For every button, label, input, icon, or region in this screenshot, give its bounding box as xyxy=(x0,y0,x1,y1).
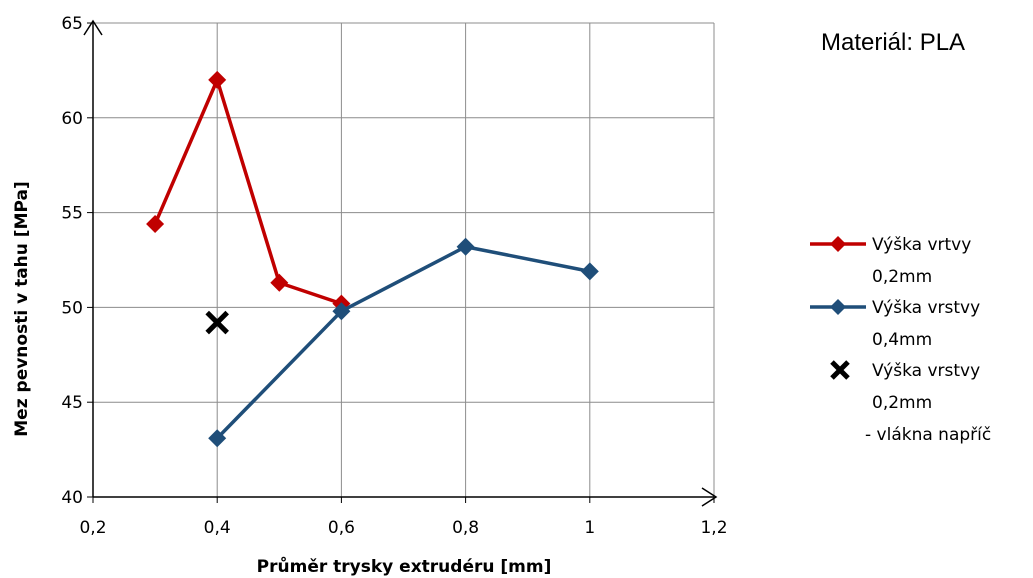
x-tick-label: 1,2 xyxy=(700,518,727,538)
y-axis-arrow xyxy=(83,19,103,36)
legend-marker xyxy=(830,299,846,315)
material-annotation: Materiál: PLA xyxy=(821,29,965,56)
data-point xyxy=(580,262,599,281)
legend-label: Výška vrstvy xyxy=(872,361,980,381)
x-tick-label: 1 xyxy=(584,518,595,538)
data-point xyxy=(205,310,229,335)
series-line xyxy=(215,244,591,440)
x-tick-label: 0,2 xyxy=(79,518,106,538)
legend-item-3: Výška vrstvy 0,2mm - vlákna napříč xyxy=(830,360,991,445)
tick-labels: 0,2 0,4 0,6 0,8 1 1,2 40 45 50 55 60 65 xyxy=(61,14,727,538)
legend-label: Výška vrtvy xyxy=(872,235,971,255)
series-2 xyxy=(208,237,599,448)
legend-marker xyxy=(830,360,850,380)
series-1 xyxy=(146,70,351,313)
y-axis-title: Mez pevnosti v tahu [MPa] xyxy=(12,181,32,436)
data-point xyxy=(146,214,165,233)
legend-label: 0,2mm xyxy=(872,267,932,287)
legend-label: - vlákna napříč xyxy=(865,425,991,445)
grid xyxy=(93,22,715,497)
x-axis-arrow xyxy=(701,487,718,507)
y-tick-label: 45 xyxy=(61,393,83,413)
axes xyxy=(83,19,718,507)
y-tick-label: 40 xyxy=(61,488,83,508)
data-point xyxy=(208,70,227,89)
data-point xyxy=(270,273,289,292)
data-point xyxy=(456,237,475,256)
y-tick-label: 60 xyxy=(61,109,83,129)
legend-marker xyxy=(830,236,846,252)
series-line xyxy=(153,78,342,306)
legend-item-2: Výška vrstvy 0,4mm xyxy=(810,298,980,350)
legend-item-1: Výška vrtvy 0,2mm xyxy=(810,235,971,287)
data-point xyxy=(208,429,227,448)
series xyxy=(146,70,599,448)
legend-label: Výška vrstvy xyxy=(872,298,980,318)
x-tick-label: 0,4 xyxy=(204,518,231,538)
data-point xyxy=(332,302,351,321)
x-tick-label: 0,6 xyxy=(328,518,355,538)
legend-label: 0,2mm xyxy=(872,393,932,413)
y-tick-label: 50 xyxy=(61,298,83,318)
x-tick-label: 0,8 xyxy=(452,518,479,538)
legend-label: 0,4mm xyxy=(872,330,932,350)
x-axis-title: Průměr trysky extrudéru [mm] xyxy=(257,555,552,577)
y-tick-label: 55 xyxy=(61,204,83,224)
y-tick-label: 65 xyxy=(61,14,83,34)
series-3 xyxy=(205,310,229,335)
